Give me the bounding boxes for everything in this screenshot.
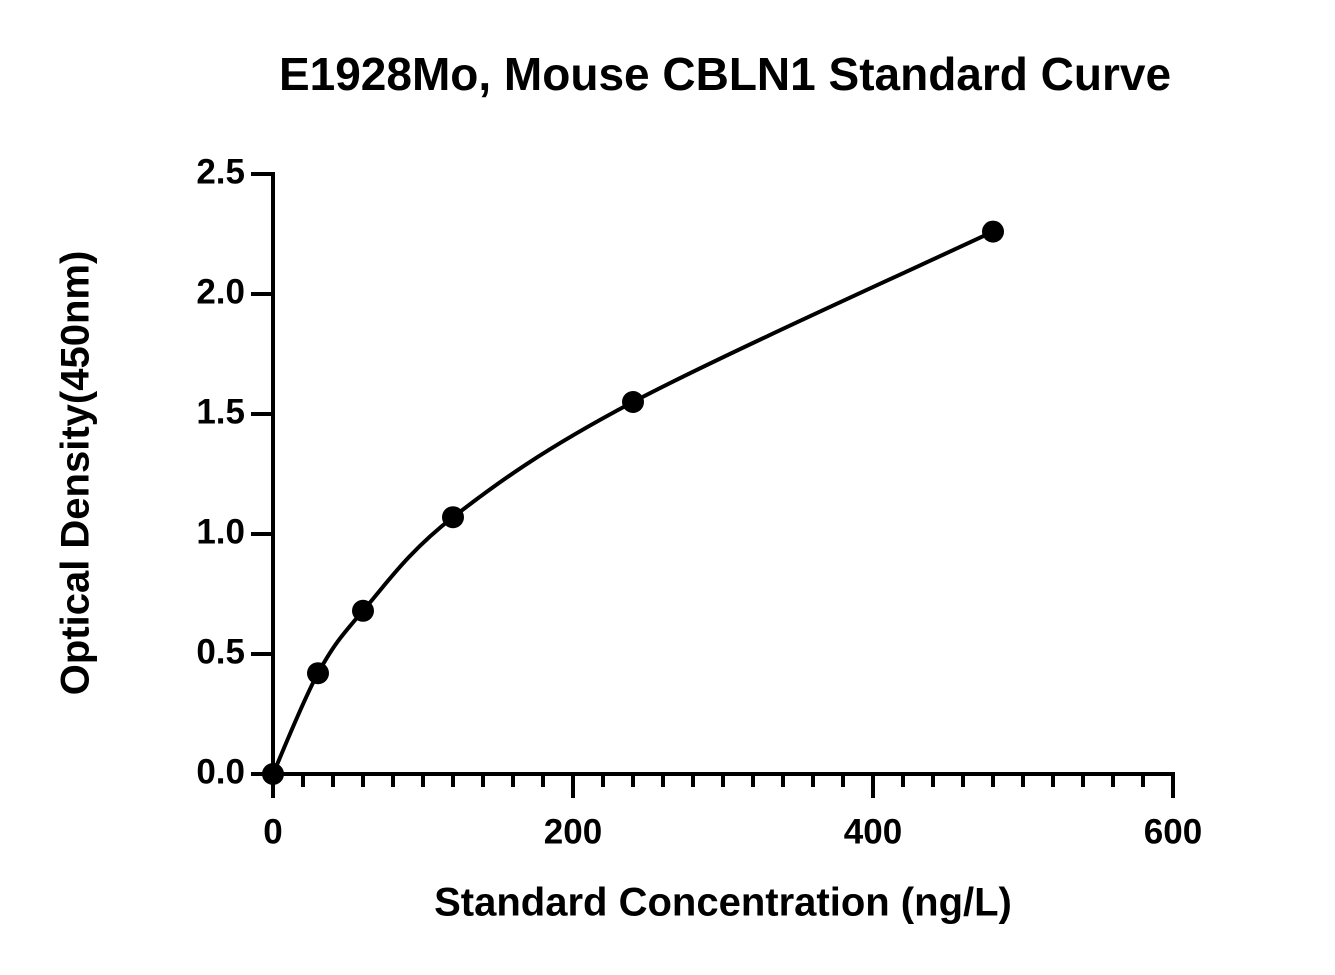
data-point	[982, 220, 1004, 243]
x-tick-label: 400	[844, 812, 902, 851]
x-tick-label: 600	[1144, 812, 1202, 851]
y-axis-label: Optical Density(450nm)	[54, 251, 98, 696]
x-tick-label: 0	[263, 812, 282, 851]
y-tick-label: 2.5	[196, 152, 245, 191]
y-tick-label: 2.0	[196, 272, 245, 311]
x-axis-label: Standard Concentration (ng/L)	[434, 881, 1012, 925]
chart-title: E1928Mo, Mouse CBLN1 Standard Curve	[279, 48, 1171, 100]
y-tick-label: 0.5	[196, 632, 245, 671]
data-point	[262, 763, 284, 785]
x-tick-label: 200	[544, 812, 602, 851]
y-tick-label: 0.0	[196, 752, 245, 791]
y-tick-label: 1.5	[196, 392, 245, 431]
data-point	[352, 599, 374, 622]
data-point	[442, 506, 464, 529]
data-point	[622, 391, 644, 413]
fit-curve	[271, 229, 994, 775]
data-point	[307, 662, 329, 685]
y-tick-label: 1.0	[196, 512, 245, 551]
